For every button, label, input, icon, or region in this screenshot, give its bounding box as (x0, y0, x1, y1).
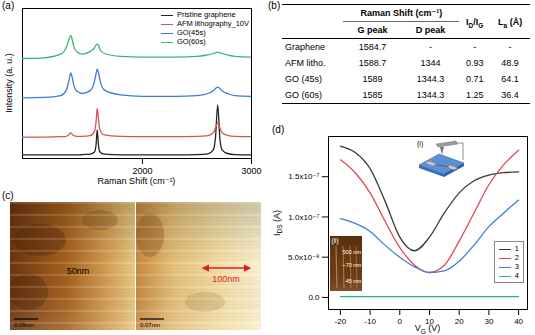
svg-text:-20: -20 (335, 317, 347, 326)
svg-text:30: 30 (484, 317, 493, 326)
svg-text:0.0: 0.0 (308, 293, 320, 302)
svg-text:2000: 2000 (132, 166, 152, 176)
svg-text:20: 20 (455, 317, 464, 326)
svg-text:1.0x10⁻⁷: 1.0x10⁻⁷ (288, 213, 319, 222)
svg-text:0.07nm: 0.07nm (140, 322, 160, 328)
svg-text:0.09nm: 0.09nm (14, 322, 34, 328)
svg-text:0: 0 (398, 317, 403, 326)
svg-text:5.0x10⁻⁸: 5.0x10⁻⁸ (288, 253, 320, 262)
svg-text:~70 nm: ~70 nm (343, 262, 362, 268)
svg-text:(ii): (ii) (332, 237, 339, 245)
svg-text:-10: -10 (364, 317, 376, 326)
svg-text:50nm: 50nm (67, 266, 90, 276)
svg-text:3000: 3000 (241, 166, 261, 176)
svg-text:(i): (i) (417, 140, 423, 148)
svg-text:100nm: 100nm (212, 274, 240, 284)
svg-text:40: 40 (514, 317, 523, 326)
svg-text:45 nm: 45 nm (346, 278, 362, 284)
svg-text:500 nm: 500 nm (343, 249, 362, 255)
svg-text:1.5x10⁻⁷: 1.5x10⁻⁷ (288, 172, 319, 181)
